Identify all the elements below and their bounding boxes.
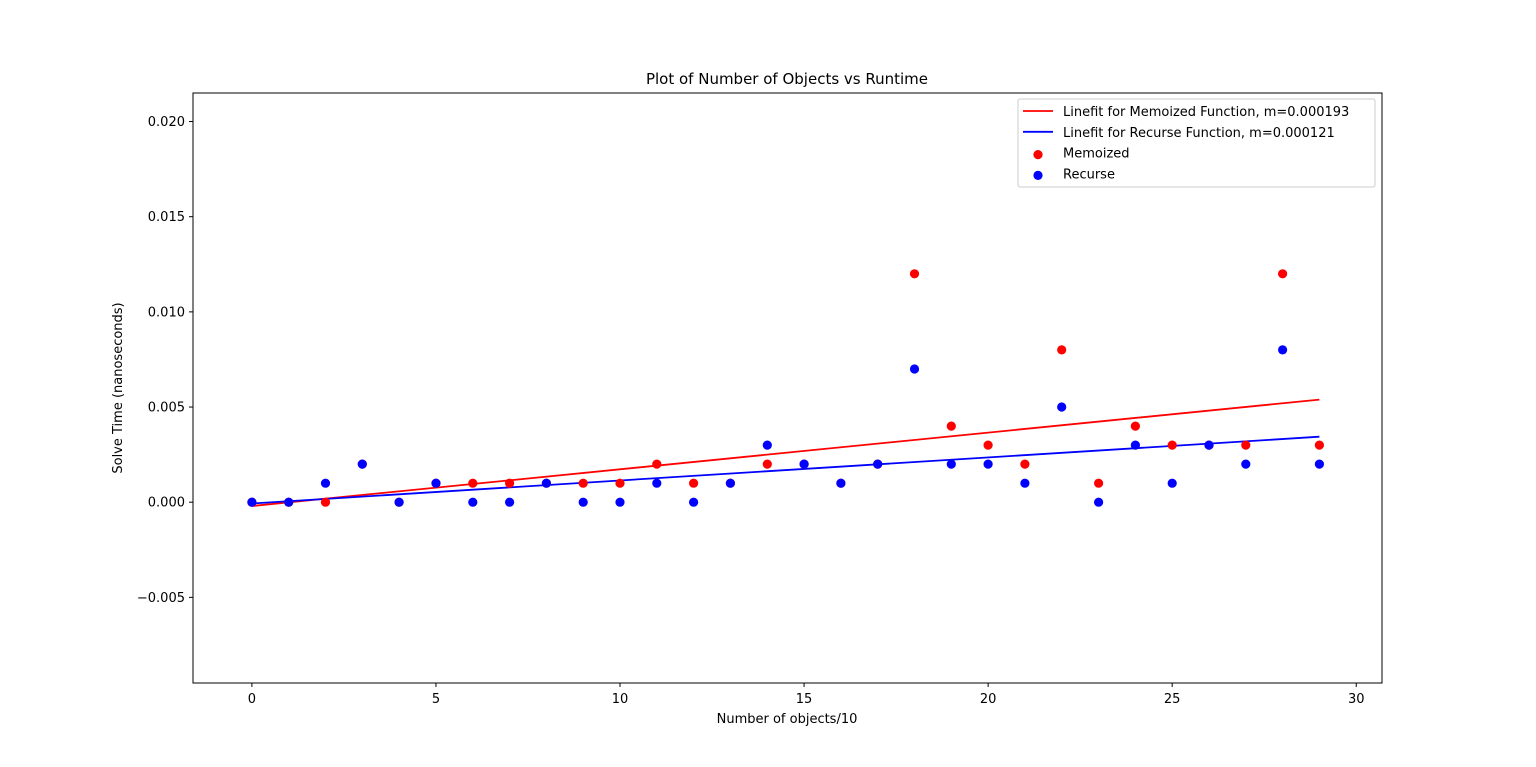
point-recurse-7 xyxy=(505,497,515,507)
y-tick-label: 0.000 xyxy=(148,496,185,511)
fit-line-linefit-for-memoized-function- xyxy=(251,398,1320,507)
point-recurse-13 xyxy=(725,478,736,488)
y-tick-label: −0.005 xyxy=(137,591,185,606)
point-recurse-20 xyxy=(983,459,993,469)
legend-marker-swatch xyxy=(1033,150,1043,160)
x-tick-label: 30 xyxy=(1348,692,1365,707)
point-recurse-26 xyxy=(1204,440,1214,450)
point-recurse-15 xyxy=(799,459,809,469)
point-memoized-11 xyxy=(652,459,662,469)
y-axis: −0.005 0.000 0.005 0.010 0.015 0.020 xyxy=(137,115,193,606)
x-axis: 0 5 10 15 20 25 30 xyxy=(248,683,1365,707)
point-recurse-14 xyxy=(762,440,772,450)
point-memoized-10 xyxy=(615,478,625,488)
point-recurse-16 xyxy=(836,478,846,488)
point-memoized-24 xyxy=(1130,421,1140,431)
point-memoized-18 xyxy=(909,269,920,279)
point-memoized-23 xyxy=(1094,478,1104,488)
fit-line-linefit-for-recurse-function-m xyxy=(251,435,1320,505)
x-tick-label: 25 xyxy=(1164,692,1181,707)
point-memoized-28 xyxy=(1278,269,1288,279)
y-tick-label: 0.010 xyxy=(148,305,185,320)
axes-frame xyxy=(192,92,1383,684)
y-tick-label: 0.005 xyxy=(148,401,185,416)
y-tick-label: 0.015 xyxy=(148,210,185,225)
point-recurse-2 xyxy=(320,478,331,488)
point-memoized-25 xyxy=(1167,440,1177,450)
legend-label: Linefit for Memoized Function, m=0.00019… xyxy=(1063,105,1349,120)
x-axis-label: Number of objects/10 xyxy=(717,712,858,727)
point-recurse-17 xyxy=(873,459,883,469)
x-tick-label: 20 xyxy=(980,692,997,707)
legend-box xyxy=(1017,98,1376,188)
point-recurse-24 xyxy=(1130,440,1140,450)
point-recurse-0 xyxy=(247,497,257,507)
point-memoized-12 xyxy=(689,478,699,488)
point-recurse-3 xyxy=(357,459,367,469)
x-tick-label: 15 xyxy=(796,692,813,707)
point-recurse-4 xyxy=(394,497,404,507)
point-recurse-23 xyxy=(1094,497,1104,507)
point-recurse-6 xyxy=(468,497,478,507)
chart-title: Plot of Number of Objects vs Runtime xyxy=(646,70,928,88)
point-memoized-14 xyxy=(762,459,772,469)
point-recurse-12 xyxy=(689,497,699,507)
point-memoized-2 xyxy=(320,497,331,507)
point-recurse-19 xyxy=(946,459,956,469)
point-recurse-25 xyxy=(1167,478,1177,488)
legend: Linefit for Memoized Function, m=0.00019… xyxy=(1017,98,1376,188)
point-memoized-22 xyxy=(1057,345,1067,355)
point-recurse-11 xyxy=(652,478,662,488)
point-memoized-19 xyxy=(946,421,956,431)
point-recurse-18 xyxy=(909,364,920,374)
point-recurse-1 xyxy=(284,497,294,507)
point-memoized-27 xyxy=(1241,440,1251,450)
point-recurse-9 xyxy=(578,497,588,507)
point-memoized-21 xyxy=(1020,459,1030,469)
point-recurse-28 xyxy=(1278,345,1288,355)
point-recurse-22 xyxy=(1057,402,1067,412)
point-memoized-29 xyxy=(1314,440,1324,450)
plot-area xyxy=(247,269,1324,507)
y-axis-label: Solve Time (nanoseconds) xyxy=(111,302,126,473)
point-recurse-29 xyxy=(1314,459,1324,469)
y-tick-label: 0.020 xyxy=(148,115,185,130)
legend-label: Linefit for Recurse Function, m=0.000121 xyxy=(1063,126,1335,141)
legend-label: Memoized xyxy=(1063,147,1130,162)
point-recurse-27 xyxy=(1241,459,1251,469)
point-recurse-21 xyxy=(1020,478,1030,488)
point-memoized-7 xyxy=(505,478,515,488)
point-recurse-5 xyxy=(431,478,441,488)
legend-marker-swatch xyxy=(1033,170,1043,180)
point-recurse-8 xyxy=(541,478,552,488)
point-memoized-6 xyxy=(468,478,478,488)
x-tick-label: 5 xyxy=(432,692,440,707)
x-tick-label: 0 xyxy=(248,692,256,707)
point-memoized-20 xyxy=(983,440,993,450)
legend-label: Recurse xyxy=(1063,167,1115,182)
x-tick-label: 10 xyxy=(612,692,629,707)
point-recurse-10 xyxy=(615,497,625,507)
point-memoized-9 xyxy=(578,478,588,488)
